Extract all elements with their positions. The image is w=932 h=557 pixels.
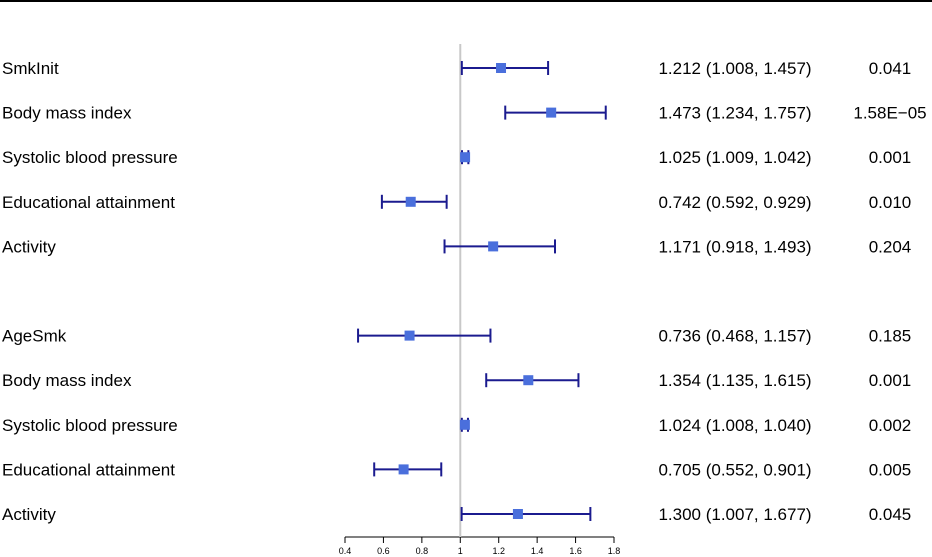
p-value: 0.001	[869, 148, 912, 167]
forest-row: Educational attainment 0.705 (0.552, 0.90…	[2, 460, 911, 479]
p-value: 0.010	[869, 193, 912, 212]
point-estimate	[488, 241, 499, 252]
x-tick-label: 1.4	[531, 546, 544, 556]
p-value: 0.041	[869, 59, 912, 78]
p-value: 0.204	[869, 237, 912, 256]
x-axis: 0.4 0.6 0.8 1 1.2 1.4 1.6 1.8	[339, 536, 621, 556]
p-value: 0.005	[869, 460, 912, 479]
x-tick-label: 1.2	[492, 546, 505, 556]
or-ci-value: 1.024 (1.008, 1.040)	[658, 416, 811, 435]
or-ci-value: 1.300 (1.007, 1.677)	[658, 505, 811, 524]
row-label: SmkInit	[2, 59, 59, 78]
or-ci-value: 1.212 (1.008, 1.457)	[658, 59, 811, 78]
x-tick-label: 0.4	[339, 546, 352, 556]
forest-row: Educational attainment 0.742 (0.592, 0.92…	[2, 193, 911, 212]
row-label: Activity	[2, 237, 56, 256]
row-label: Body mass index	[2, 371, 132, 390]
row-label: Educational attainment	[2, 193, 175, 212]
or-ci-value: 0.742 (0.592, 0.929)	[658, 193, 811, 212]
or-ci-value: 0.736 (0.468, 1.157)	[658, 327, 811, 346]
p-value: 0.045	[869, 505, 912, 524]
point-estimate	[546, 107, 557, 118]
x-tick-label: 0.8	[416, 546, 429, 556]
forest-row: Activity 1.300 (1.007, 1.677) 0.045	[2, 505, 911, 524]
point-estimate	[398, 464, 409, 475]
point-estimate	[523, 375, 534, 386]
forest-row: SmkInit 1.212 (1.008, 1.457) 0.041	[2, 59, 911, 78]
forest-row: Systolic blood pressure 1.024 (1.008, 1.0…	[2, 416, 911, 435]
or-ci-value: 0.705 (0.552, 0.901)	[658, 460, 811, 479]
or-ci-value: 1.171 (0.918, 1.493)	[658, 237, 811, 256]
forest-rows: SmkInit 1.212 (1.008, 1.457) 0.041 Body mas…	[2, 59, 927, 524]
forest-row: Systolic blood pressure 1.025 (1.009, 1.0…	[2, 148, 911, 167]
point-estimate	[404, 330, 415, 341]
or-ci-value: 1.473 (1.234, 1.757)	[658, 104, 811, 123]
point-estimate	[512, 509, 523, 519]
p-value: 0.001	[869, 371, 912, 390]
forest-row: Activity 1.171 (0.918, 1.493) 0.204	[2, 237, 911, 256]
p-value: 1.58E−05	[853, 104, 926, 123]
x-tick-label: 1	[458, 546, 463, 556]
x-tick-label: 1.6	[569, 546, 582, 556]
point-estimate	[460, 152, 471, 163]
row-label: Systolic blood pressure	[2, 416, 178, 435]
p-value: 0.185	[869, 327, 912, 346]
forest-row: Body mass index 1.473 (1.234, 1.757) 1.58E…	[2, 104, 927, 123]
row-label: Systolic blood pressure	[2, 148, 178, 167]
or-ci-value: 1.354 (1.135, 1.615)	[658, 371, 811, 390]
row-label: AgeSmk	[2, 327, 67, 346]
forest-row: Body mass index 1.354 (1.135, 1.615) 0.001	[2, 371, 911, 390]
p-value: 0.002	[869, 416, 912, 435]
row-label: Body mass index	[2, 104, 132, 123]
x-tick-label: 1.8	[608, 546, 621, 556]
row-label: Educational attainment	[2, 460, 175, 479]
point-estimate	[459, 419, 470, 430]
or-ci-value: 1.025 (1.009, 1.042)	[658, 148, 811, 167]
x-tick-label: 0.6	[377, 546, 390, 556]
row-label: Activity	[2, 505, 56, 524]
point-estimate	[496, 63, 507, 73]
forest-row: AgeSmk 0.736 (0.468, 1.157) 0.185	[2, 327, 911, 346]
point-estimate	[405, 196, 416, 207]
